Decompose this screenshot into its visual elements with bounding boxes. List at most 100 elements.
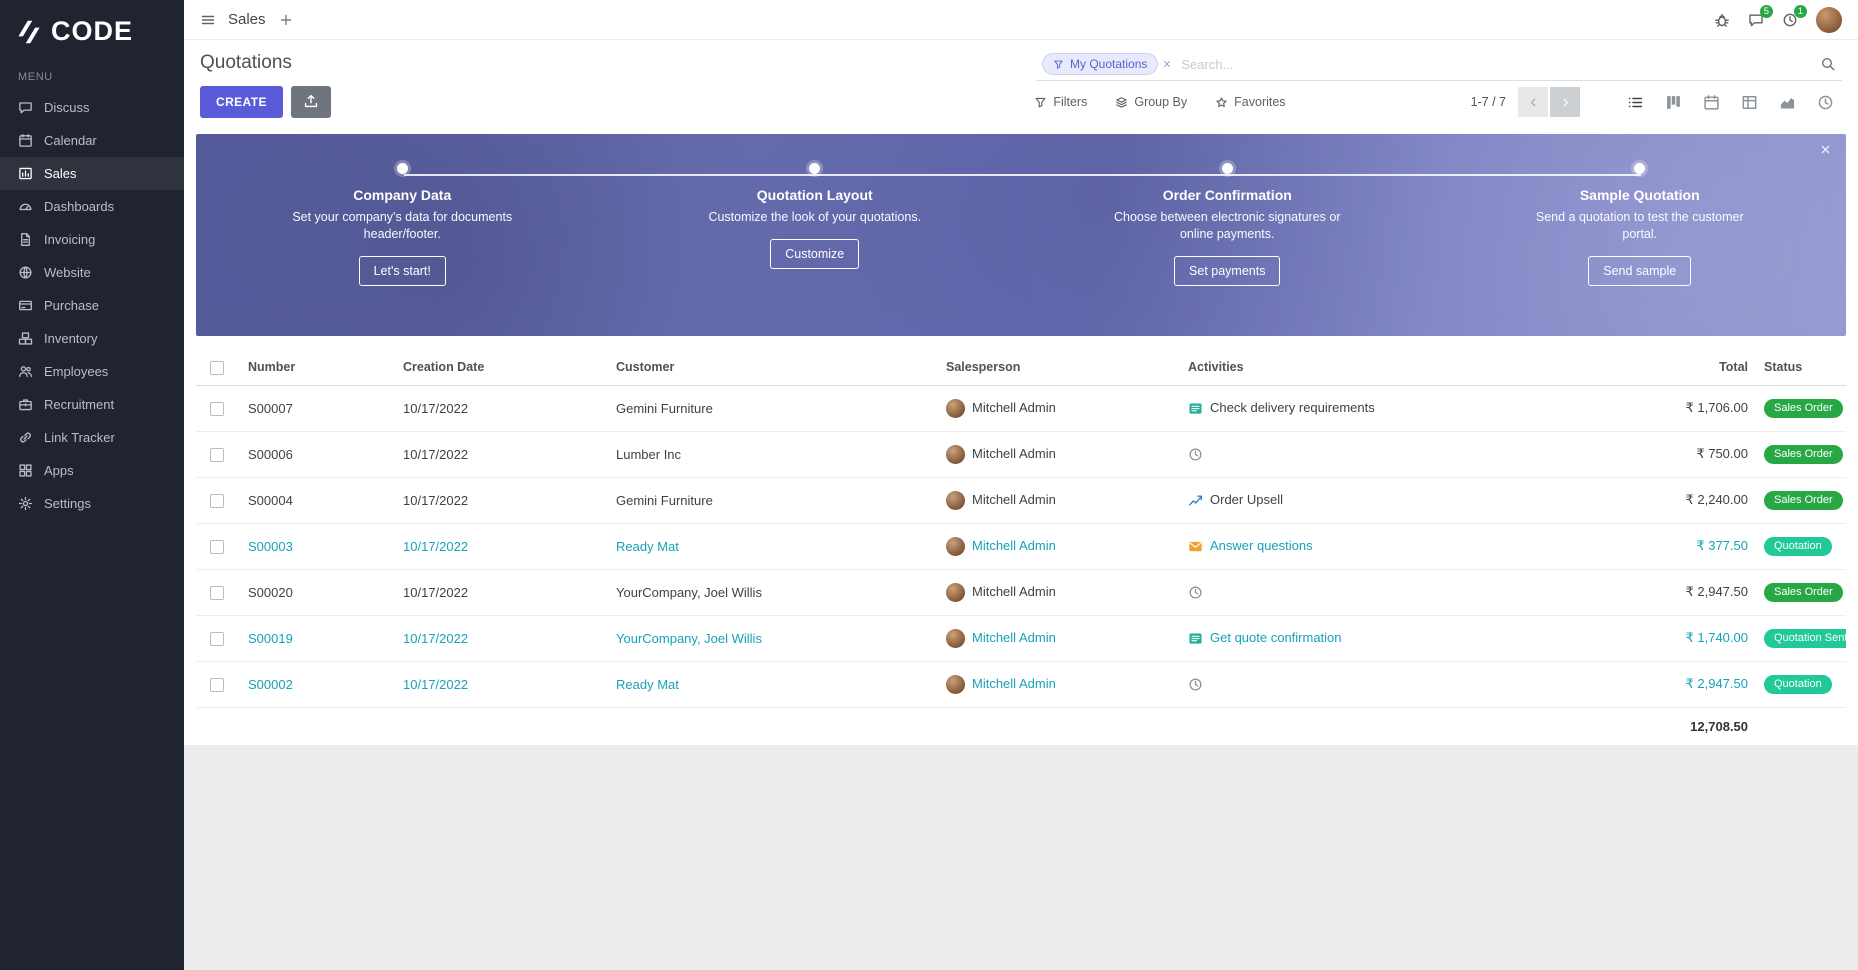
favorites-button[interactable]: Favorites bbox=[1215, 95, 1286, 109]
step-action-button[interactable]: Customize bbox=[770, 238, 860, 269]
activity-clock-icon[interactable] bbox=[1188, 677, 1203, 692]
table-row[interactable]: S00003 10/17/2022 Ready Mat Mitchell Admin A… bbox=[196, 523, 1846, 570]
upload-icon bbox=[303, 93, 319, 109]
row-checkbox[interactable] bbox=[210, 539, 224, 554]
settings-icon bbox=[18, 496, 33, 511]
sidebar-item-label: Inventory bbox=[44, 331, 98, 346]
sidebar-item-label: Link Tracker bbox=[44, 430, 115, 445]
column-total[interactable]: Total bbox=[1600, 350, 1756, 386]
activity-mail-icon[interactable] bbox=[1188, 539, 1203, 554]
select-all-checkbox[interactable] bbox=[210, 360, 224, 375]
activity-view-button[interactable] bbox=[1808, 87, 1842, 117]
activities-button[interactable]: 1 bbox=[1782, 4, 1807, 28]
salesperson-name: Mitchell Admin bbox=[972, 445, 1056, 461]
sidebar-item-label: Recruitment bbox=[44, 397, 115, 412]
filters-button[interactable]: Filters bbox=[1034, 95, 1087, 109]
activity-clock-icon[interactable] bbox=[1188, 585, 1203, 600]
activity-list-icon[interactable] bbox=[1188, 631, 1203, 646]
sidebar-item-link-tracker[interactable]: Link Tracker bbox=[0, 421, 184, 454]
sidebar-item-apps[interactable]: Apps bbox=[0, 454, 184, 487]
row-checkbox[interactable] bbox=[210, 677, 224, 692]
sidebar-item-purchase[interactable]: Purchase bbox=[0, 289, 184, 322]
banner-close-icon[interactable] bbox=[1819, 143, 1832, 161]
sidebar-item-inventory[interactable]: Inventory bbox=[0, 322, 184, 355]
inventory-icon bbox=[18, 331, 33, 346]
creation-date: 10/17/2022 bbox=[395, 615, 608, 662]
row-checkbox[interactable] bbox=[210, 585, 224, 600]
column-status[interactable]: Status bbox=[1756, 350, 1846, 386]
create-button[interactable]: CREATE bbox=[200, 86, 283, 118]
row-checkbox[interactable] bbox=[210, 493, 224, 508]
activity-clock-icon[interactable] bbox=[1188, 447, 1203, 462]
step-action-button[interactable]: Set payments bbox=[1174, 255, 1281, 286]
table-row[interactable]: S00002 10/17/2022 Ready Mat Mitchell Admin ₹… bbox=[196, 661, 1846, 708]
search-icon[interactable] bbox=[1820, 56, 1836, 72]
column-customer[interactable]: Customer bbox=[608, 350, 938, 386]
pager-next-button[interactable] bbox=[1550, 87, 1580, 117]
group-by-button[interactable]: Group By bbox=[1115, 95, 1187, 109]
activity-label[interactable]: Get quote confirmation bbox=[1210, 630, 1342, 646]
user-avatar[interactable] bbox=[1816, 6, 1842, 33]
sidebar-item-employees[interactable]: Employees bbox=[0, 355, 184, 388]
total-amount: ₹ 2,947.50 bbox=[1600, 661, 1756, 708]
facet-remove-icon[interactable] bbox=[1162, 59, 1172, 69]
sidebar-item-website[interactable]: Website bbox=[0, 256, 184, 289]
table-row[interactable]: S00006 10/17/2022 Lumber Inc Mitchell Admin… bbox=[196, 431, 1846, 478]
progress-line bbox=[403, 174, 1642, 176]
list-view-button[interactable] bbox=[1618, 87, 1652, 117]
table-row[interactable]: S00007 10/17/2022 Gemini Furniture Mitchell… bbox=[196, 385, 1846, 432]
website-icon bbox=[18, 265, 33, 280]
step-action-button[interactable]: Send sample bbox=[1588, 255, 1692, 286]
sidebar-item-discuss[interactable]: Discuss bbox=[0, 91, 184, 124]
table-row[interactable]: S00019 10/17/2022 YourCompany, Joel Willis… bbox=[196, 615, 1846, 662]
search-facet[interactable]: My Quotations bbox=[1042, 53, 1159, 75]
add-tab-icon[interactable] bbox=[278, 12, 294, 28]
column-creation-date[interactable]: Creation Date bbox=[395, 350, 608, 386]
messages-badge: 5 bbox=[1759, 4, 1773, 18]
kanban-view-button[interactable] bbox=[1656, 87, 1690, 117]
creation-date: 10/17/2022 bbox=[395, 431, 608, 478]
table-row[interactable]: S00020 10/17/2022 YourCompany, Joel Willis… bbox=[196, 569, 1846, 616]
onboarding-step-sample-quotation: Sample Quotation Send a quotation to tes… bbox=[1434, 163, 1847, 336]
activity-list-icon[interactable] bbox=[1188, 401, 1203, 416]
customer-name: Lumber Inc bbox=[608, 431, 938, 478]
apps-icon bbox=[18, 463, 33, 478]
calendar-view-button[interactable] bbox=[1694, 87, 1728, 117]
column-activities[interactable]: Activities bbox=[1180, 350, 1600, 386]
column-salesperson[interactable]: Salesperson bbox=[938, 350, 1180, 386]
search-input[interactable] bbox=[1179, 55, 1813, 73]
sidebar-item-recruitment[interactable]: Recruitment bbox=[0, 388, 184, 421]
column-number[interactable]: Number bbox=[240, 350, 395, 386]
pager-previous-button[interactable] bbox=[1518, 87, 1548, 117]
employees-icon bbox=[18, 364, 33, 379]
pager-range: 1-7 / 7 bbox=[1470, 95, 1506, 109]
activity-upsell-icon[interactable] bbox=[1188, 493, 1203, 508]
sidebar-item-sales[interactable]: Sales bbox=[0, 157, 184, 190]
activity-label[interactable]: Order Upsell bbox=[1210, 492, 1283, 508]
activity-label[interactable]: Check delivery requirements bbox=[1210, 400, 1375, 416]
status-badge: Quotation bbox=[1764, 536, 1832, 556]
app-title[interactable]: Sales bbox=[228, 11, 266, 28]
export-button[interactable] bbox=[290, 86, 331, 118]
sidebar-item-label: Apps bbox=[44, 463, 74, 478]
brand-logo[interactable]: CODE bbox=[0, 0, 184, 55]
salesperson-avatar bbox=[946, 536, 965, 556]
pivot-view-button[interactable] bbox=[1732, 87, 1766, 117]
creation-date: 10/17/2022 bbox=[395, 569, 608, 616]
messages-button[interactable]: 5 bbox=[1748, 4, 1773, 28]
graph-view-icon bbox=[1779, 94, 1796, 111]
hamburger-menu-icon[interactable] bbox=[200, 12, 216, 28]
activity-label[interactable]: Answer questions bbox=[1210, 538, 1313, 554]
sidebar-item-calendar[interactable]: Calendar bbox=[0, 124, 184, 157]
step-action-button[interactable]: Let's start! bbox=[358, 255, 446, 286]
sidebar-item-invoicing[interactable]: Invoicing bbox=[0, 223, 184, 256]
table-row[interactable]: S00004 10/17/2022 Gemini Furniture Mitchell… bbox=[196, 477, 1846, 524]
graph-view-button[interactable] bbox=[1770, 87, 1804, 117]
debug-icon[interactable] bbox=[1714, 12, 1730, 28]
row-checkbox[interactable] bbox=[210, 401, 224, 416]
sidebar-item-settings[interactable]: Settings bbox=[0, 487, 184, 520]
row-checkbox[interactable] bbox=[210, 631, 224, 646]
sidebar-item-dashboards[interactable]: Dashboards bbox=[0, 190, 184, 223]
row-checkbox[interactable] bbox=[210, 447, 224, 462]
search-bar[interactable]: My Quotations bbox=[1036, 50, 1842, 81]
